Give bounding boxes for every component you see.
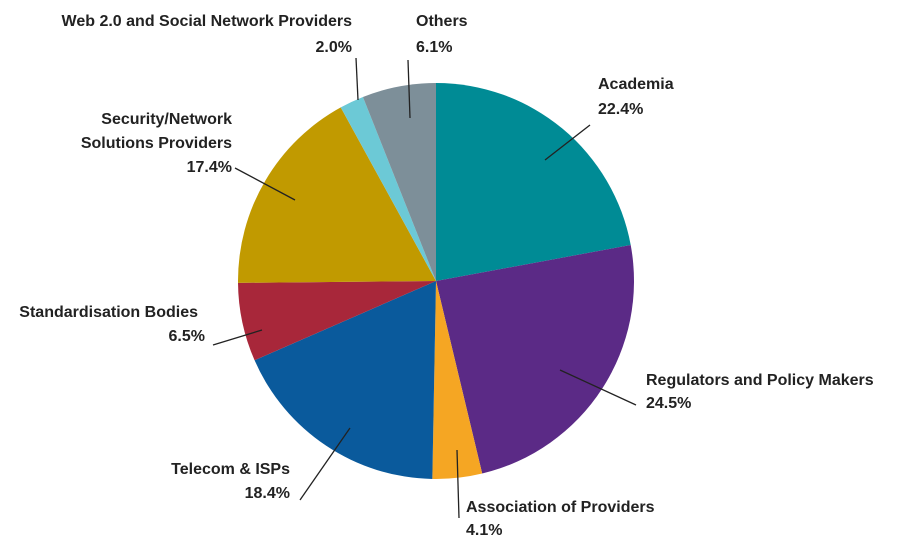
slice-label: Standardisation Bodies bbox=[19, 304, 198, 321]
slice-label: Academia bbox=[598, 76, 674, 93]
pie-slice bbox=[362, 83, 436, 281]
slice-label: Association of Providers bbox=[466, 499, 655, 516]
slice-label: Telecom & ISPs bbox=[171, 461, 290, 478]
pie-slice bbox=[254, 281, 436, 479]
leader-line bbox=[234, 167, 296, 201]
pie-slice bbox=[432, 281, 483, 479]
slice-label: Others bbox=[416, 13, 468, 30]
leader-line bbox=[544, 124, 591, 161]
leader-line bbox=[212, 329, 263, 346]
slice-value: 24.5% bbox=[646, 395, 692, 412]
slice-value: 22.4% bbox=[598, 101, 644, 118]
slice-value: 17.4% bbox=[186, 159, 232, 176]
leader-line bbox=[559, 369, 637, 406]
slice-value: 4.1% bbox=[466, 522, 503, 536]
slice-value: 18.4% bbox=[244, 485, 290, 502]
leader-line bbox=[456, 449, 460, 519]
leader-line bbox=[299, 427, 351, 501]
pie-slice bbox=[436, 83, 631, 281]
pie-slice bbox=[340, 96, 436, 281]
leader-line bbox=[407, 59, 411, 119]
pie-slice bbox=[436, 245, 634, 474]
leader-line bbox=[355, 57, 359, 101]
slice-label: Regulators and Policy Makers bbox=[646, 372, 874, 389]
pie-slice bbox=[238, 107, 436, 283]
slice-value: 2.0% bbox=[315, 39, 352, 56]
slice-label: Security/Network Solutions Providers bbox=[80, 111, 232, 152]
slice-value: 6.1% bbox=[416, 39, 453, 56]
slice-label: Web 2.0 and Social Network Providers bbox=[61, 13, 352, 30]
slice-value: 6.5% bbox=[168, 328, 205, 345]
pie-slice bbox=[238, 281, 436, 361]
